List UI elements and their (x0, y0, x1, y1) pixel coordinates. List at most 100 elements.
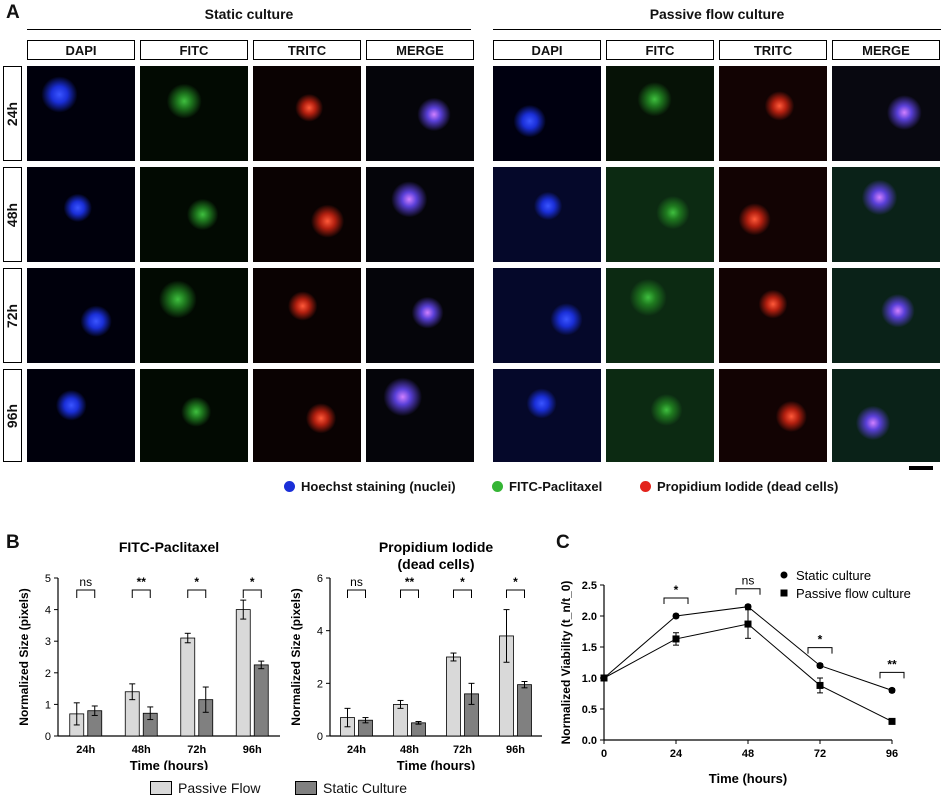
micrograph-dapi-passive-2 (493, 167, 601, 262)
significance-label: * (674, 583, 679, 597)
bar (180, 637, 196, 737)
channel-header-tritc-passive: TRITC (719, 40, 827, 60)
significance-label: ** (887, 657, 897, 671)
blue-dot-icon (284, 481, 295, 492)
y-tick-label: 0 (45, 731, 51, 743)
bar (393, 703, 408, 737)
chart-title: Propidium Iodide (379, 539, 494, 555)
x-tick-label: 0 (601, 748, 607, 760)
channel-header-fitc-passive: FITC (606, 40, 714, 60)
micrograph-fitc-static-4 (140, 369, 248, 462)
significance-bracket (879, 671, 905, 679)
significance-label: * (250, 575, 255, 589)
micrograph-fitc-static-3 (140, 268, 248, 363)
x-tick-label: 96h (243, 744, 262, 756)
significance-label: ns (350, 575, 363, 589)
channel-header-dapi-passive: DAPI (493, 40, 601, 60)
x-axis-label: Time (hours) (397, 758, 476, 770)
significance-bracket (347, 589, 366, 598)
micrograph-fitc-static-1 (140, 66, 248, 161)
x-tick-label: 72 (814, 748, 826, 760)
significance-bracket (807, 647, 833, 654)
data-point-square (888, 717, 896, 725)
panel-b-letter: B (6, 532, 20, 553)
legend-passive-flow-culture: Passive flow culture (796, 586, 911, 601)
bar (411, 722, 426, 737)
micrograph-dapi-passive-3 (493, 268, 601, 363)
x-tick-label: 96h (506, 744, 525, 756)
y-tick-label: 2 (45, 668, 51, 680)
channel-header-merge-passive: MERGE (832, 40, 940, 60)
y-tick-label: 1 (45, 699, 51, 711)
channel-header-merge-static: MERGE (366, 40, 474, 60)
x-tick-label: 72h (453, 744, 472, 756)
micrograph-tritc-static-3 (253, 268, 361, 363)
y-axis-label: Normalized Viability (t_n/t_0) (559, 581, 573, 745)
static-culture-swatch (295, 781, 317, 795)
y-tick-label: 5 (45, 573, 51, 585)
legend-propidium-iodide: Propidium Iodide (dead cells) (640, 479, 838, 494)
micrograph-merge-static-2 (366, 167, 474, 262)
legend-circle-icon (780, 571, 788, 579)
x-axis-label: Time (hours) (709, 771, 788, 786)
significance-bracket (242, 589, 262, 598)
y-tick-label: 6 (317, 573, 323, 585)
significance-bracket (506, 589, 525, 598)
micrograph-merge-static-4 (366, 369, 474, 462)
x-axis-label: Time (hours) (130, 758, 209, 770)
micrograph-fitc-passive-4 (606, 369, 714, 462)
micrograph-tritc-passive-1 (719, 66, 827, 161)
channel-header-tritc-static: TRITC (253, 40, 361, 60)
micrograph-fitc-static-2 (140, 167, 248, 262)
micrograph-merge-passive-4 (832, 369, 940, 462)
row-label-24h: 24h (3, 66, 22, 161)
micrograph-fitc-passive-2 (606, 167, 714, 262)
x-tick-label: 96 (886, 748, 898, 760)
x-tick-label: 24 (670, 748, 683, 760)
x-tick-label: 72h (187, 744, 206, 756)
bar (446, 656, 461, 737)
chart-subtitle: (dead cells) (397, 556, 474, 572)
data-point-square (600, 674, 608, 682)
green-dot-icon (492, 481, 503, 492)
bar (235, 609, 251, 737)
chart-fitc-paclitaxel: FITC-Paclitaxel 0 1 2 3 4 5 Normalized Size (pi… (17, 539, 280, 770)
significance-bracket (400, 589, 419, 598)
significance-label: * (513, 575, 518, 589)
significance-label: ns (742, 574, 755, 588)
bar (517, 684, 532, 737)
group-underline-passive (493, 29, 941, 30)
y-tick-label: 0.5 (582, 704, 597, 716)
significance-bracket (131, 589, 151, 598)
channel-header-fitc-static: FITC (140, 40, 248, 60)
group-underline-static (27, 29, 471, 30)
passive-flow-swatch (150, 781, 172, 795)
micrograph-dapi-passive-4 (493, 369, 601, 462)
row-label-48h: 48h (3, 167, 22, 262)
micrograph-merge-passive-1 (832, 66, 940, 161)
y-tick-label: 2.5 (582, 580, 597, 592)
row-label-72h: 72h (3, 268, 22, 363)
legend-square-icon (780, 589, 788, 597)
micrograph-merge-passive-2 (832, 167, 940, 262)
micrograph-tritc-passive-3 (719, 268, 827, 363)
data-point-circle (816, 662, 824, 670)
y-tick-label: 2 (317, 678, 323, 690)
significance-label: ** (137, 575, 147, 589)
micrograph-tritc-static-2 (253, 167, 361, 262)
legend-fitc-paclitaxel: FITC-Paclitaxel (492, 479, 602, 494)
data-point-circle (744, 603, 752, 611)
channel-header-dapi-static: DAPI (27, 40, 135, 60)
y-axis-label: Normalized Size (pixels) (289, 588, 303, 725)
chart-title: FITC-Paclitaxel (119, 539, 219, 555)
micrograph-tritc-passive-2 (719, 167, 827, 262)
data-point-circle (672, 612, 680, 620)
y-tick-label: 1.5 (582, 642, 597, 654)
y-tick-label: 4 (45, 605, 51, 617)
data-point-square (744, 620, 752, 628)
significance-label: * (818, 633, 823, 647)
y-tick-label: 3 (45, 636, 51, 648)
panel-c-letter: C (556, 532, 570, 553)
panel-a-letter: A (6, 2, 20, 23)
group-title-passive: Passive flow culture (649, 6, 785, 22)
